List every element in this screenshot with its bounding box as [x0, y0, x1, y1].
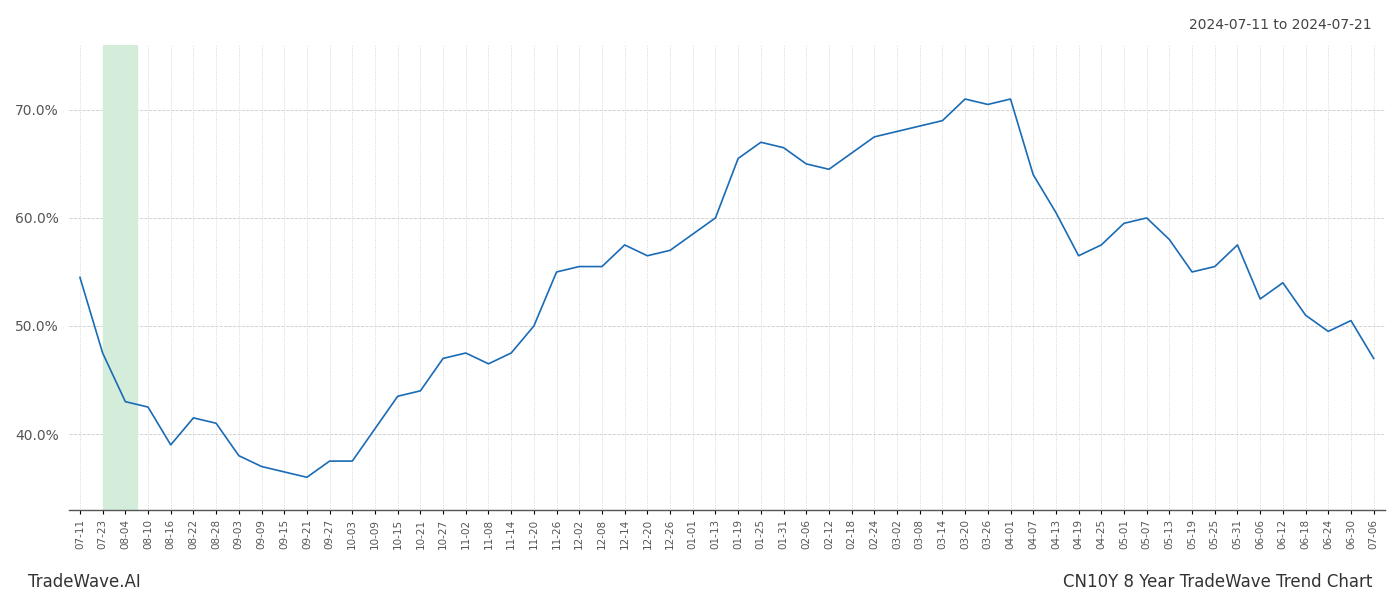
Text: CN10Y 8 Year TradeWave Trend Chart: CN10Y 8 Year TradeWave Trend Chart: [1063, 573, 1372, 591]
Text: 2024-07-11 to 2024-07-21: 2024-07-11 to 2024-07-21: [1190, 18, 1372, 32]
Text: TradeWave.AI: TradeWave.AI: [28, 573, 141, 591]
Bar: [102, 45, 137, 510]
